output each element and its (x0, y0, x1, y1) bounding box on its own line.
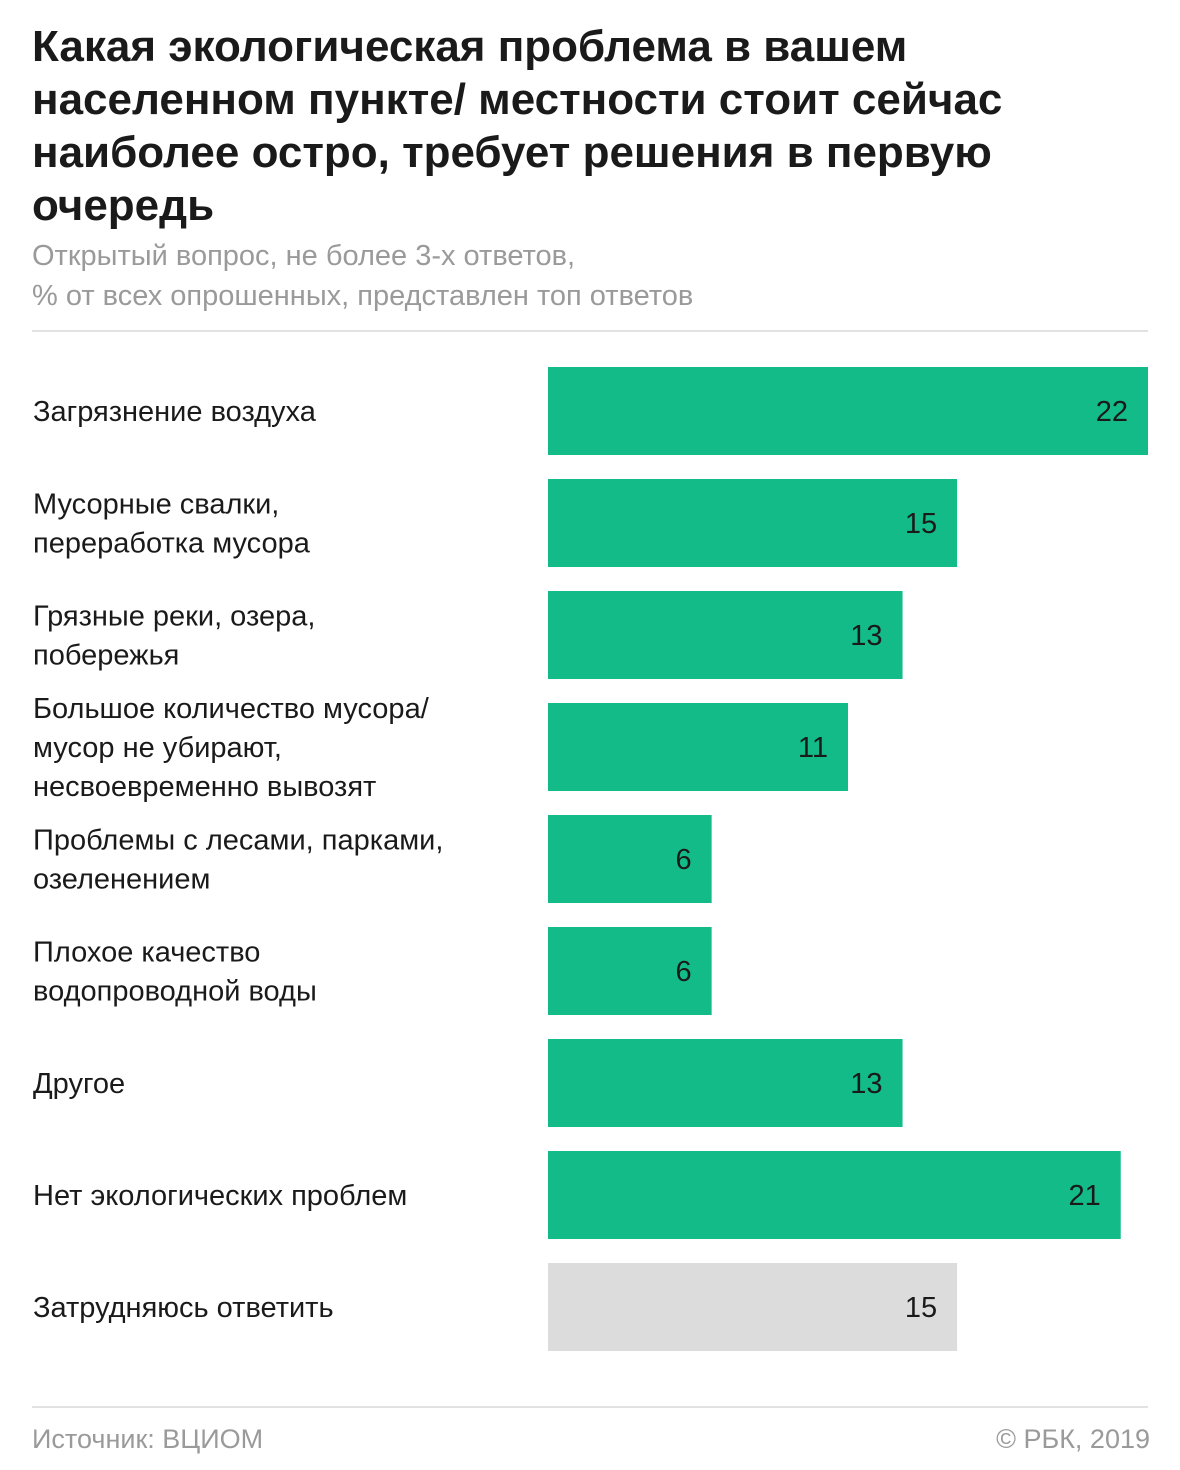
category-label-4: Большое количество мусора/мусор не убира… (33, 693, 430, 803)
top-divider (32, 330, 1148, 332)
category-label-line: несвоевременно вывозят (33, 771, 376, 803)
category-label-6: Плохое качество водопроводной воды (33, 937, 317, 1008)
category-label-line: Затрудняюсь ответить (33, 1292, 334, 1324)
category-label-5: Проблемы с лесами, парками, озеленением (33, 825, 443, 896)
value-label-4: 11 (798, 732, 828, 764)
value-label-6: 6 (675, 956, 691, 988)
category-label-line: озеленением (33, 864, 210, 896)
category-label-8: Нет экологических проблем (33, 1180, 407, 1212)
source-note: Источник: ВЦИОМ (32, 1424, 264, 1454)
bottom-divider (32, 1406, 1148, 1408)
category-label-line: Проблемы с лесами, парками, (33, 825, 443, 857)
bar-6 (548, 927, 712, 1015)
bar-7 (548, 1039, 903, 1127)
category-label-2: Мусорные свалки, переработка мусора (33, 489, 311, 560)
value-label-7: 13 (850, 1068, 882, 1100)
value-label-5: 6 (675, 844, 691, 876)
category-label-7: Другое (33, 1068, 125, 1100)
chart-title: Какая экологическая проблема в вашем нас… (32, 22, 1003, 230)
category-label-line: водопроводной воды (33, 976, 317, 1008)
bar-4 (548, 703, 848, 791)
value-label-3: 13 (850, 620, 882, 652)
category-label-line: мусор не убирают, (33, 732, 282, 764)
bar-2 (548, 479, 958, 567)
bar-5 (548, 815, 712, 903)
copyright-note: © РБК, 2019 (996, 1424, 1150, 1454)
value-label-9: 15 (905, 1292, 937, 1324)
subtitle-line-2: % от всех опрошенных, представлен топ от… (32, 280, 694, 312)
category-label-line: Большое количество мусора/ (33, 693, 430, 725)
category-label-3: Грязные реки, озера, побережья (33, 601, 315, 672)
bar-chart: 22 Загрязнение воздуха 15 Мусорные свалки, п… (33, 367, 1148, 1351)
chart-subtitle: Открытый вопрос, не более 3-х ответов, %… (32, 236, 1142, 316)
bar-8 (548, 1151, 1121, 1239)
bar-9 (548, 1263, 958, 1351)
category-label-1: Загрязнение воздуха (33, 396, 317, 428)
category-label-line: Грязные реки, озера, (33, 601, 315, 633)
category-label-line: Мусорные свалки, (33, 489, 279, 521)
category-label-9: Затрудняюсь ответить (33, 1292, 334, 1324)
bar-3 (548, 591, 903, 679)
category-label-line: побережья (33, 640, 179, 672)
value-label-8: 21 (1068, 1180, 1100, 1212)
subtitle-line-1: Открытый вопрос, не более 3-х ответов, (32, 240, 576, 272)
category-label-line: переработка мусора (33, 528, 311, 560)
value-label-1: 22 (1096, 396, 1128, 428)
category-label-line: Плохое качество (33, 937, 260, 969)
category-label-line: Другое (33, 1068, 125, 1100)
value-label-2: 15 (905, 508, 937, 540)
category-label-line: Загрязнение воздуха (33, 396, 317, 428)
bar-1 (548, 367, 1148, 455)
category-label-line: Нет экологических проблем (33, 1180, 407, 1212)
